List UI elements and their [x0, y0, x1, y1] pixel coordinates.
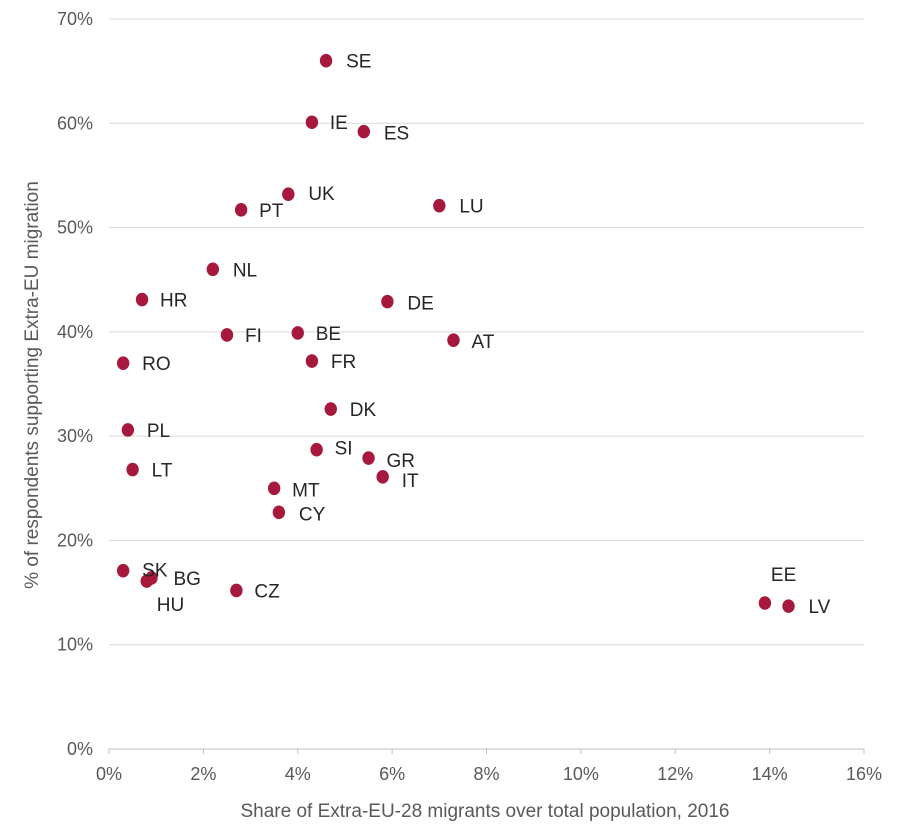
- data-point-be: [291, 326, 304, 340]
- point-label-ee: EE: [771, 565, 796, 586]
- point-label-es: ES: [384, 124, 409, 145]
- point-label-at: AT: [471, 332, 494, 353]
- point-label-dk: DK: [350, 400, 377, 421]
- data-point-de: [381, 294, 394, 309]
- data-point-ie: [305, 115, 319, 130]
- data-point-fi: [220, 328, 234, 342]
- x-tick-label: 6%: [379, 764, 405, 784]
- data-point-it: [376, 470, 389, 484]
- x-tick-label: 16%: [846, 764, 882, 784]
- point-label-it: IT: [402, 471, 419, 492]
- data-point-fr: [305, 354, 319, 368]
- data-point-lu: [433, 198, 446, 213]
- data-point-at: [447, 333, 460, 348]
- y-tick-label: 30%: [57, 426, 93, 446]
- data-point-pl: [121, 423, 135, 437]
- y-tick-label: 0%: [67, 739, 93, 759]
- point-label-ro: RO: [142, 354, 171, 375]
- y-axis-title: % of respondents supporting Extra-EU mig…: [22, 181, 43, 589]
- data-point-gr: [362, 451, 375, 465]
- data-point-cy: [272, 505, 286, 520]
- points-layer: [116, 53, 795, 613]
- x-tick-label: 0%: [96, 764, 122, 784]
- point-label-fi: FI: [245, 326, 262, 347]
- data-point-cz: [230, 583, 243, 598]
- point-label-ie: IE: [330, 113, 348, 134]
- data-point-mt: [267, 481, 281, 496]
- data-point-se: [319, 53, 333, 68]
- y-tick-label: 70%: [57, 9, 93, 29]
- x-tick-label: 10%: [563, 764, 599, 784]
- point-label-bg: BG: [173, 569, 200, 590]
- point-label-be: BE: [316, 324, 341, 345]
- point-label-hu: HU: [157, 595, 184, 616]
- point-label-hr: HR: [160, 291, 187, 312]
- y-tick-label: 10%: [57, 635, 93, 655]
- data-point-sk: [116, 563, 130, 578]
- point-label-cy: CY: [299, 504, 326, 525]
- point-label-sk: SK: [142, 561, 168, 582]
- point-label-lu: LU: [459, 197, 483, 218]
- point-label-uk: UK: [308, 184, 335, 205]
- data-point-nl: [206, 262, 220, 277]
- point-label-nl: NL: [233, 260, 257, 281]
- y-tick-label: 20%: [57, 530, 93, 550]
- x-tick-label: 14%: [752, 764, 788, 784]
- data-point-si: [310, 442, 323, 457]
- x-tick-label: 2%: [190, 764, 216, 784]
- point-label-de: DE: [407, 294, 433, 315]
- data-point-dk: [324, 402, 337, 416]
- data-point-es: [357, 124, 371, 139]
- data-point-hu: [140, 574, 153, 588]
- data-point-uk: [282, 187, 295, 201]
- data-point-pt: [234, 203, 248, 217]
- x-tick-label: 12%: [657, 764, 693, 784]
- y-tick-label: 40%: [57, 322, 93, 342]
- grid-layer: [109, 18, 864, 646]
- data-point-lv: [782, 599, 795, 613]
- point-label-fr: FR: [331, 352, 356, 373]
- data-point-lt: [126, 462, 139, 477]
- data-point-hr: [135, 292, 149, 307]
- point-label-mt: MT: [292, 480, 320, 501]
- data-point-ee: [758, 596, 772, 610]
- data-point-ro: [116, 356, 130, 370]
- point-label-se: SE: [346, 52, 371, 73]
- axis-layer: 0% 10% 20% 30% 40% 50% 60% 70% 0% 2% 4% 6% 8% 10% 12% 1…: [57, 9, 882, 784]
- point-label-si: SI: [335, 439, 353, 460]
- point-label-lv: LV: [809, 597, 831, 618]
- point-label-lt: LT: [152, 461, 173, 482]
- x-axis-title: Share of Extra-EU-28 migrants over total…: [241, 801, 730, 822]
- point-label-gr: GR: [387, 451, 416, 472]
- point-label-pt: PT: [259, 201, 284, 222]
- y-tick-label: 60%: [57, 113, 93, 133]
- y-tick-label: 50%: [57, 218, 93, 238]
- point-label-pl: PL: [147, 421, 170, 442]
- x-tick-label: 4%: [285, 764, 311, 784]
- x-tick-label: 8%: [473, 764, 499, 784]
- point-label-cz: CZ: [254, 581, 280, 602]
